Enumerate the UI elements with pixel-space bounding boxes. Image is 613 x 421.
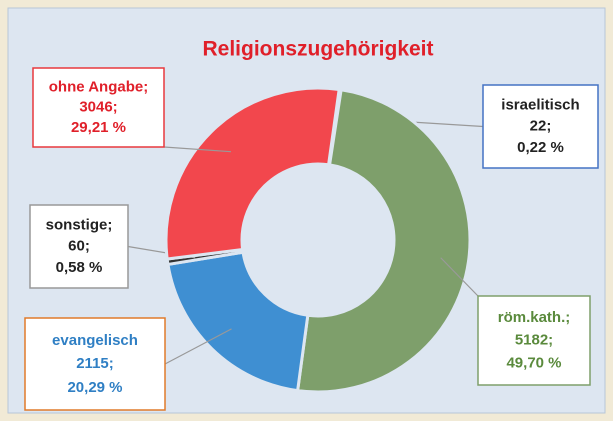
label-box: [482, 84, 599, 169]
data-label-value: 22;: [530, 117, 552, 134]
data-label-percent: 49,70 %: [506, 355, 561, 372]
data-label-category: israelitisch: [501, 97, 579, 114]
data-label-percent: 29,21 %: [71, 119, 126, 136]
data-label-category: evangelisch: [52, 332, 138, 349]
leader-line: [440, 257, 479, 297]
label-box: [32, 67, 165, 148]
label-box: [477, 295, 591, 386]
leader-line: [164, 328, 232, 365]
label-box: [24, 317, 166, 411]
data-label-value: 60;: [68, 237, 90, 254]
data-label-category: röm.kath.;: [498, 309, 571, 326]
data-label-category: ohne Angabe;: [49, 79, 148, 96]
leader-line: [163, 146, 231, 153]
data-label-category: sonstige;: [46, 217, 113, 234]
data-label-percent: 0,58 %: [56, 259, 103, 276]
data-label-value: 5182;: [515, 331, 553, 348]
label-box: [29, 204, 129, 289]
data-label-value: 3046;: [79, 98, 117, 115]
slice: [166, 250, 310, 393]
chart-title: Religionszugehörigkeit: [202, 38, 433, 61]
slice: [295, 88, 472, 394]
data-label-percent: 20,29 %: [67, 379, 122, 396]
slice: [164, 86, 341, 261]
data-label-percent: 0,22 %: [517, 139, 564, 156]
data-label-value: 2115;: [76, 355, 114, 372]
